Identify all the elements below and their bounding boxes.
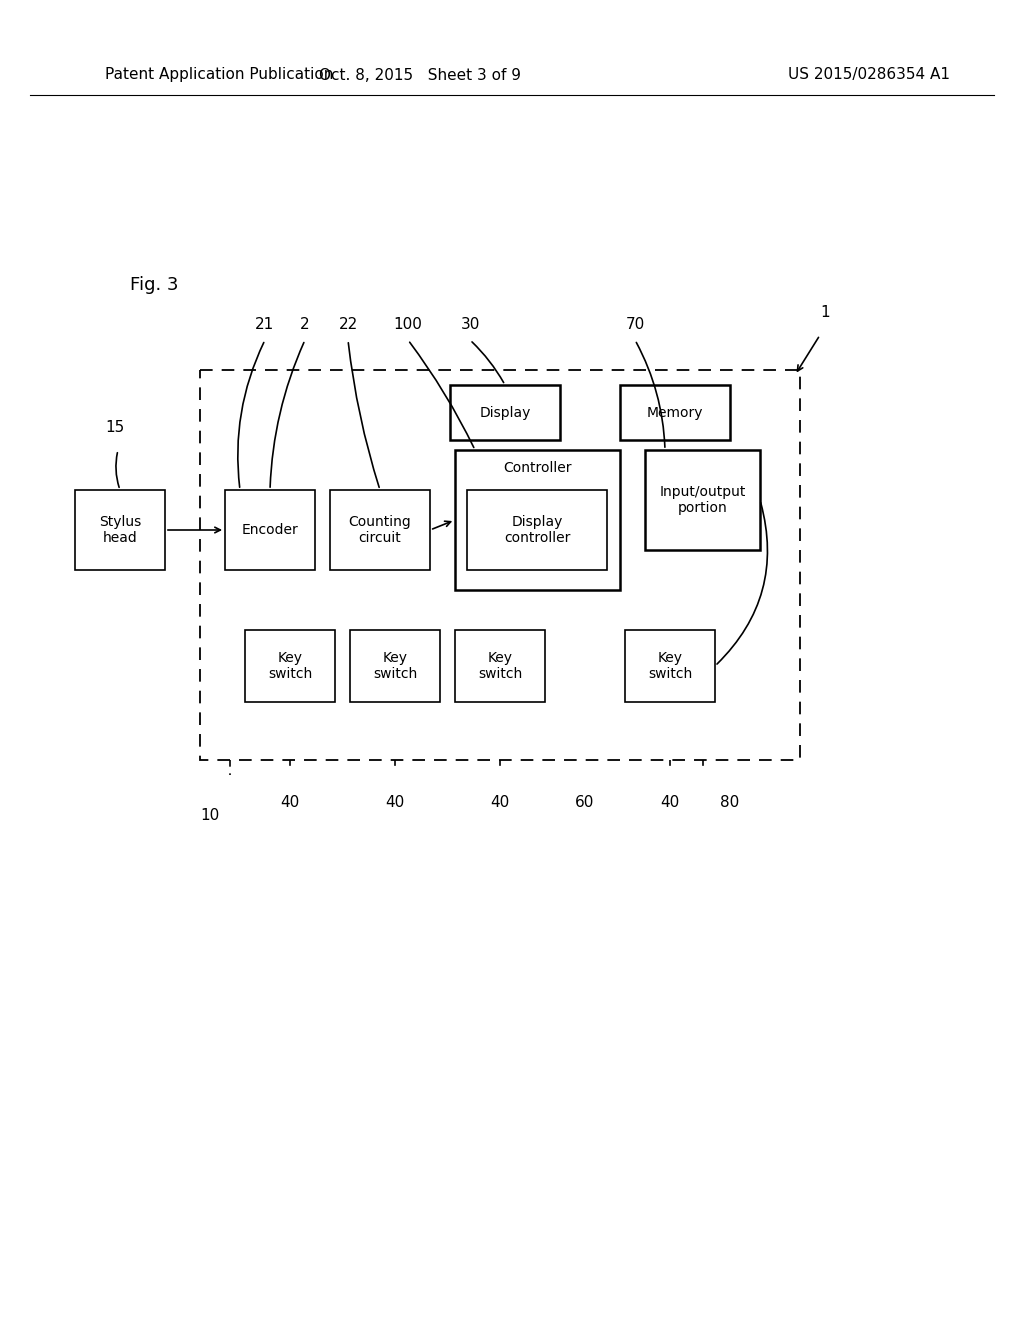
Text: Encoder: Encoder — [242, 523, 298, 537]
Text: 60: 60 — [575, 795, 595, 810]
Text: Stylus
head: Stylus head — [99, 515, 141, 545]
Text: 1: 1 — [820, 305, 829, 319]
Bar — [75, 490, 165, 570]
Text: 15: 15 — [105, 420, 125, 436]
Text: 40: 40 — [281, 795, 300, 810]
Bar — [645, 450, 760, 550]
Text: 40: 40 — [385, 795, 404, 810]
Text: Controller: Controller — [503, 461, 571, 475]
Text: 80: 80 — [720, 795, 739, 810]
Text: Display
controller: Display controller — [504, 515, 570, 545]
Bar — [245, 630, 335, 702]
Text: Counting
circuit: Counting circuit — [348, 515, 412, 545]
Text: 100: 100 — [393, 317, 423, 333]
Text: Patent Application Publication: Patent Application Publication — [105, 67, 334, 82]
Bar — [330, 490, 430, 570]
Bar — [350, 630, 440, 702]
Text: Key
switch: Key switch — [478, 651, 522, 681]
Text: 2: 2 — [300, 317, 310, 333]
Bar — [225, 490, 315, 570]
Text: Key
switch: Key switch — [373, 651, 417, 681]
Text: 40: 40 — [660, 795, 680, 810]
Text: 40: 40 — [490, 795, 510, 810]
Text: US 2015/0286354 A1: US 2015/0286354 A1 — [788, 67, 950, 82]
Bar — [455, 630, 545, 702]
Bar — [200, 370, 800, 760]
Bar — [450, 385, 560, 440]
Bar — [625, 630, 715, 702]
Text: Display: Display — [479, 405, 530, 420]
Text: 22: 22 — [338, 317, 357, 333]
Bar — [467, 490, 607, 570]
Text: 21: 21 — [255, 317, 274, 333]
Text: 10: 10 — [201, 808, 219, 822]
Text: 70: 70 — [626, 317, 645, 333]
Text: Input/output
portion: Input/output portion — [659, 484, 745, 515]
Text: 30: 30 — [461, 317, 479, 333]
Bar — [620, 385, 730, 440]
Text: Key
switch: Key switch — [268, 651, 312, 681]
Text: Memory: Memory — [647, 405, 703, 420]
Text: Oct. 8, 2015   Sheet 3 of 9: Oct. 8, 2015 Sheet 3 of 9 — [319, 67, 521, 82]
Text: Key
switch: Key switch — [648, 651, 692, 681]
Bar — [455, 450, 620, 590]
Text: Fig. 3: Fig. 3 — [130, 276, 178, 294]
